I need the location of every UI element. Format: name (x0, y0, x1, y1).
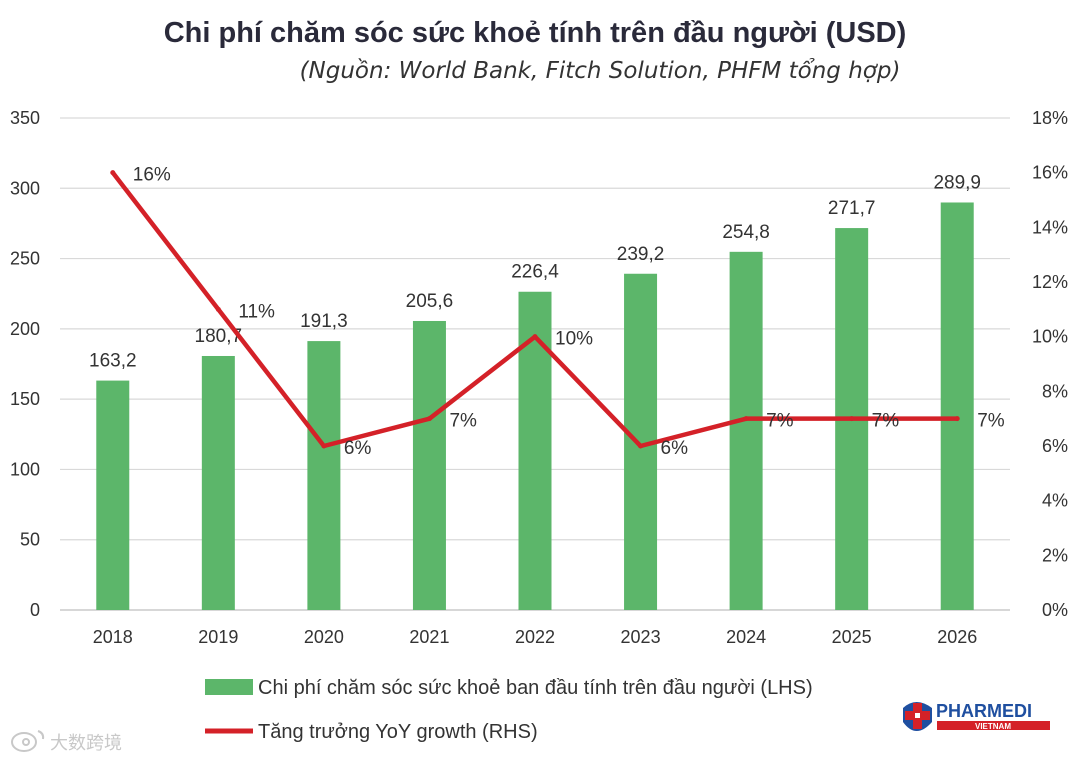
bar-value-label: 239,2 (617, 244, 665, 265)
legend-bar-label: Chi phí chăm sóc sức khoẻ ban đầu tính t… (258, 677, 813, 699)
line-point (426, 416, 432, 422)
legend: Chi phí chăm sóc sức khoẻ ban đầu tính t… (205, 677, 813, 743)
left-tick-label: 350 (10, 108, 40, 128)
legend-bar-swatch (205, 679, 253, 695)
right-tick-label: 18% (1032, 108, 1068, 128)
line-value-label: 16% (133, 165, 171, 186)
right-tick-label: 0% (1042, 600, 1068, 620)
bar-value-label: 163,2 (89, 351, 137, 372)
line-value-label: 6% (344, 438, 372, 459)
x-tick-label: 2024 (726, 627, 766, 647)
right-tick-label: 16% (1032, 163, 1068, 183)
x-tick-label: 2021 (409, 627, 449, 647)
bar (201, 355, 235, 610)
bar-value-label: 205,6 (406, 291, 454, 312)
weibo-logo-icon (11, 730, 45, 752)
bar (412, 320, 446, 610)
left-tick-label: 200 (10, 319, 40, 339)
left-tick-label: 100 (10, 459, 40, 479)
line-value-label: 11% (238, 301, 275, 322)
x-tick-label: 2020 (304, 627, 344, 647)
line-point (321, 443, 327, 449)
chart-title: Chi phí chăm sóc sức khoẻ tính trên đầu … (164, 17, 907, 49)
x-tick-label: 2019 (198, 627, 238, 647)
line-value-label: 7% (872, 411, 900, 432)
right-axis: 0% 2% 4% 6% 8% 10% 12% 14% 16% 18% (1032, 108, 1068, 620)
line-point (215, 306, 221, 312)
line-point (110, 170, 116, 176)
line-value-label: 7% (766, 411, 794, 432)
bar (940, 202, 974, 610)
x-tick-label: 2018 (93, 627, 133, 647)
line-value-label: 7% (449, 411, 477, 432)
right-tick-label: 4% (1042, 491, 1068, 511)
x-axis: 2018 2019 2020 2021 2022 2023 2024 2025 2026 (93, 627, 977, 647)
bar-value-label: 271,7 (828, 198, 876, 219)
line-point (954, 416, 960, 422)
right-tick-label: 14% (1032, 217, 1068, 237)
bar-value-label: 226,4 (511, 262, 559, 283)
line-series (110, 170, 960, 449)
left-axis: 0 50 100 150 200 250 300 350 (10, 108, 40, 620)
right-tick-label: 6% (1042, 436, 1068, 456)
right-tick-label: 2% (1042, 545, 1068, 565)
logo-sub-band (937, 721, 1050, 730)
legend-line-label: Tăng trưởng YoY growth (RHS) (258, 721, 538, 743)
logo-sub: VIETNAM (975, 722, 1011, 731)
line-value-label: 10% (555, 329, 593, 350)
watermark: 大数跨境 (11, 730, 122, 754)
left-tick-label: 250 (10, 249, 40, 269)
x-tick-label: 2026 (937, 627, 977, 647)
line-point (849, 416, 855, 422)
bar (729, 251, 763, 610)
chart-subtitle: (Nguồn: World Bank, Fitch Solution, PHFM… (300, 58, 901, 84)
line-point (532, 334, 538, 340)
bar-value-label: 289,9 (933, 172, 981, 193)
x-tick-label: 2025 (832, 627, 872, 647)
left-tick-label: 150 (10, 389, 40, 409)
bar (307, 341, 341, 610)
line-point (638, 443, 644, 449)
line-value-label: 6% (661, 438, 689, 459)
red-cross-logo-icon (903, 702, 932, 731)
logo-name: PHARMEDI (936, 701, 1032, 721)
right-tick-label: 8% (1042, 381, 1068, 401)
left-tick-label: 0 (30, 600, 40, 620)
left-tick-label: 300 (10, 178, 40, 198)
left-tick-label: 50 (20, 530, 40, 550)
x-tick-label: 2023 (621, 627, 661, 647)
x-tick-label: 2022 (515, 627, 555, 647)
bar (96, 380, 130, 610)
right-tick-label: 10% (1032, 327, 1068, 347)
right-tick-label: 12% (1032, 272, 1068, 292)
line-point (743, 416, 749, 422)
bar-value-label: 191,3 (300, 311, 348, 332)
line-value-labels: 16% 11% 6% 7% 10% 6% 7% 7% 7% (133, 165, 1005, 459)
pharmedi-logo: PHARMEDI VIETNAM (903, 701, 1050, 731)
watermark-text: 大数跨境 (50, 733, 122, 754)
line-value-label: 7% (977, 411, 1005, 432)
bar-value-label: 180,7 (195, 326, 243, 347)
bar-value-labels: 163,2 180,7 191,3 205,6 226,4 239,2 254,8 271,7… (89, 172, 981, 371)
bar-value-label: 254,8 (722, 222, 770, 243)
